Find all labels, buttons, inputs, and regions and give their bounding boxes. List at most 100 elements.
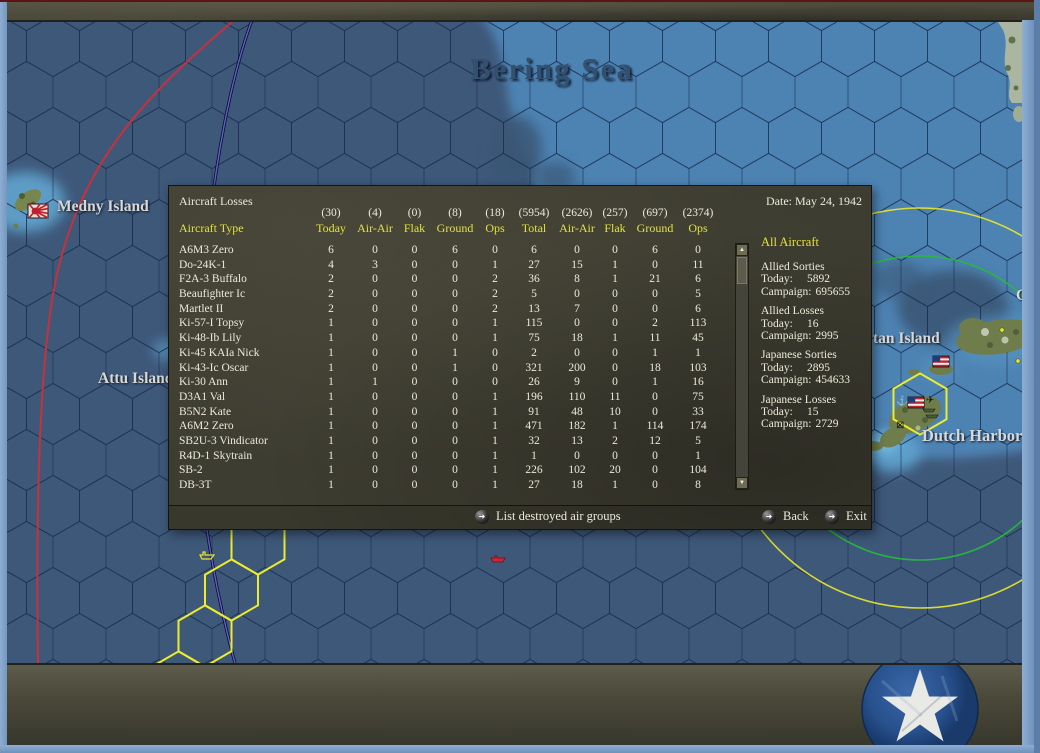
loss-value: 1 xyxy=(612,258,618,271)
japanese-flag-icon xyxy=(27,203,49,219)
loss-value: 6 xyxy=(695,273,701,286)
loss-value: 0 xyxy=(372,244,378,256)
loss-value: 0 xyxy=(612,244,618,256)
top-toolbar xyxy=(7,2,1034,22)
column-count: (257) xyxy=(602,207,628,219)
loss-value: 1 xyxy=(652,346,658,359)
column-count: (30) xyxy=(321,207,341,219)
akutan-big-island[interactable] xyxy=(954,314,1040,364)
airbase-dot xyxy=(999,327,1005,333)
loss-value: 1 xyxy=(328,479,334,491)
loss-value: 1 xyxy=(492,420,498,433)
scrollbar-thumb[interactable] xyxy=(737,257,747,284)
loss-value: 8 xyxy=(695,479,701,491)
loss-value: 1 xyxy=(328,405,334,418)
loss-value: 0 xyxy=(411,332,418,345)
loss-value: 10 xyxy=(609,405,621,418)
summary-group-label: Japanese Sorties xyxy=(761,349,837,362)
summary-campaign-line: Campaign: 2729 xyxy=(761,418,873,430)
loss-value: 1 xyxy=(652,376,658,389)
loss-value: 18 xyxy=(571,332,583,345)
loss-value: 1 xyxy=(492,434,498,447)
loss-value: 114 xyxy=(646,420,664,433)
campaign-value: 2729 xyxy=(815,418,839,431)
arrow-icon: ➜ xyxy=(762,509,776,524)
loss-value: 0 xyxy=(612,346,618,359)
loss-value: 0 xyxy=(612,302,618,315)
loss-value: 0 xyxy=(411,464,418,477)
loss-value: 1 xyxy=(492,479,498,491)
table-row: Beaufighter Ic 2 0 0 0 2 5 0 0 0 5 xyxy=(179,287,718,302)
aircraft-type-header: Aircraft Type xyxy=(179,221,244,235)
loss-value: 1 xyxy=(328,434,334,447)
table-row: Ki-45 KAIa Nick 1 0 0 1 0 2 0 0 1 1 xyxy=(179,346,718,361)
loss-value: 0 xyxy=(411,258,418,271)
loss-value: 1 xyxy=(492,317,498,330)
summary-group: Allied Losses Today: 16 Campaign: 2995 xyxy=(761,305,873,342)
loss-value: 2 xyxy=(652,317,658,330)
loss-value: 0 xyxy=(372,420,378,433)
enemy-taskforce-icon[interactable] xyxy=(490,555,506,563)
loss-value: 0 xyxy=(452,479,458,491)
campaign-label: Campaign: xyxy=(761,418,812,431)
dialog-footer: ➜ List destroyed air groups ➜ Back ➜ Exi… xyxy=(169,505,871,529)
table-row: B5N2 Kate 1 0 0 0 1 91 48 10 0 33 xyxy=(179,405,718,420)
aircraft-type: Ki-48-Ib Lily xyxy=(179,332,242,345)
loss-value: 0 xyxy=(452,273,458,286)
frame-right-edge xyxy=(1034,0,1040,753)
loss-value: 104 xyxy=(689,464,707,477)
summary-panel: All Aircraft Allied Sorties Today: 5892 Cam… xyxy=(761,235,873,438)
table-row: Martlet II 2 0 0 0 2 13 7 0 0 6 xyxy=(179,302,718,317)
dutch-harbor-hex[interactable]: ⚓ ✈ ⊠ xyxy=(892,372,948,436)
table-row: R4D-1 Skytrain 1 0 0 0 1 1 0 0 0 1 xyxy=(179,449,718,464)
loss-value: 0 xyxy=(652,479,658,491)
aircraft-icon: ✈ xyxy=(926,395,934,406)
summary-today-line: Today: 16 xyxy=(761,318,873,330)
loss-value: 0 xyxy=(652,390,658,403)
loss-value: 0 xyxy=(411,244,418,256)
loss-value: 0 xyxy=(612,449,618,462)
loss-value: 0 xyxy=(411,361,418,374)
loss-value: 0 xyxy=(372,288,378,301)
loss-value: 1 xyxy=(328,464,334,477)
list-destroyed-button[interactable]: ➜ List destroyed air groups xyxy=(475,509,621,524)
exit-button[interactable]: ➜ Exit xyxy=(825,509,867,524)
loss-value: 0 xyxy=(492,346,498,359)
loss-value: 15 xyxy=(571,258,583,271)
exit-label: Exit xyxy=(846,509,867,523)
loss-value: 1 xyxy=(492,258,498,271)
column-count: (18) xyxy=(485,207,505,219)
table-row: Ki-43-Ic Oscar 1 0 0 1 0 321 200 0 18 103 xyxy=(179,361,718,376)
loss-value: 9 xyxy=(574,376,580,389)
loss-value: 0 xyxy=(652,464,658,477)
loss-value: 0 xyxy=(411,273,418,286)
loss-value: 0 xyxy=(652,288,658,301)
loss-value: 11 xyxy=(609,390,621,403)
aircraft-type: SB2U-3 Vindicator xyxy=(179,434,268,447)
header-labels: Aircraft Type Today Air-Air Flak Ground Ops To… xyxy=(179,221,718,236)
back-label: Back xyxy=(783,509,809,523)
flagged-islet[interactable] xyxy=(908,355,953,375)
scroll-up-button[interactable]: ▲ xyxy=(736,244,748,256)
loss-value: 26 xyxy=(528,376,540,389)
scrollbar[interactable]: ▲ ▼ xyxy=(735,243,749,490)
loss-value: 110 xyxy=(568,390,586,403)
sea-name-label: Bering Sea xyxy=(470,51,634,86)
ship-icon xyxy=(925,414,939,419)
today-label: Today: xyxy=(761,273,793,286)
loss-value: 0 xyxy=(652,258,658,271)
table-row: SB-2 1 0 0 0 1 226 102 20 0 104 xyxy=(179,463,718,478)
loss-value: 0 xyxy=(452,302,458,315)
column-label: Flak xyxy=(403,221,426,235)
loss-value: 18 xyxy=(571,479,583,491)
allied-taskforce-icon[interactable] xyxy=(199,551,216,560)
scroll-down-button[interactable]: ▼ xyxy=(736,477,748,489)
loss-value: 1 xyxy=(328,420,334,433)
loss-value: 32 xyxy=(528,434,540,447)
loss-value: 200 xyxy=(568,361,586,374)
loss-value: 7 xyxy=(574,302,580,315)
today-label: Today: xyxy=(761,406,793,419)
back-button[interactable]: ➜ Back xyxy=(762,509,809,524)
loss-value: 0 xyxy=(372,361,378,374)
loss-value: 0 xyxy=(574,317,580,330)
